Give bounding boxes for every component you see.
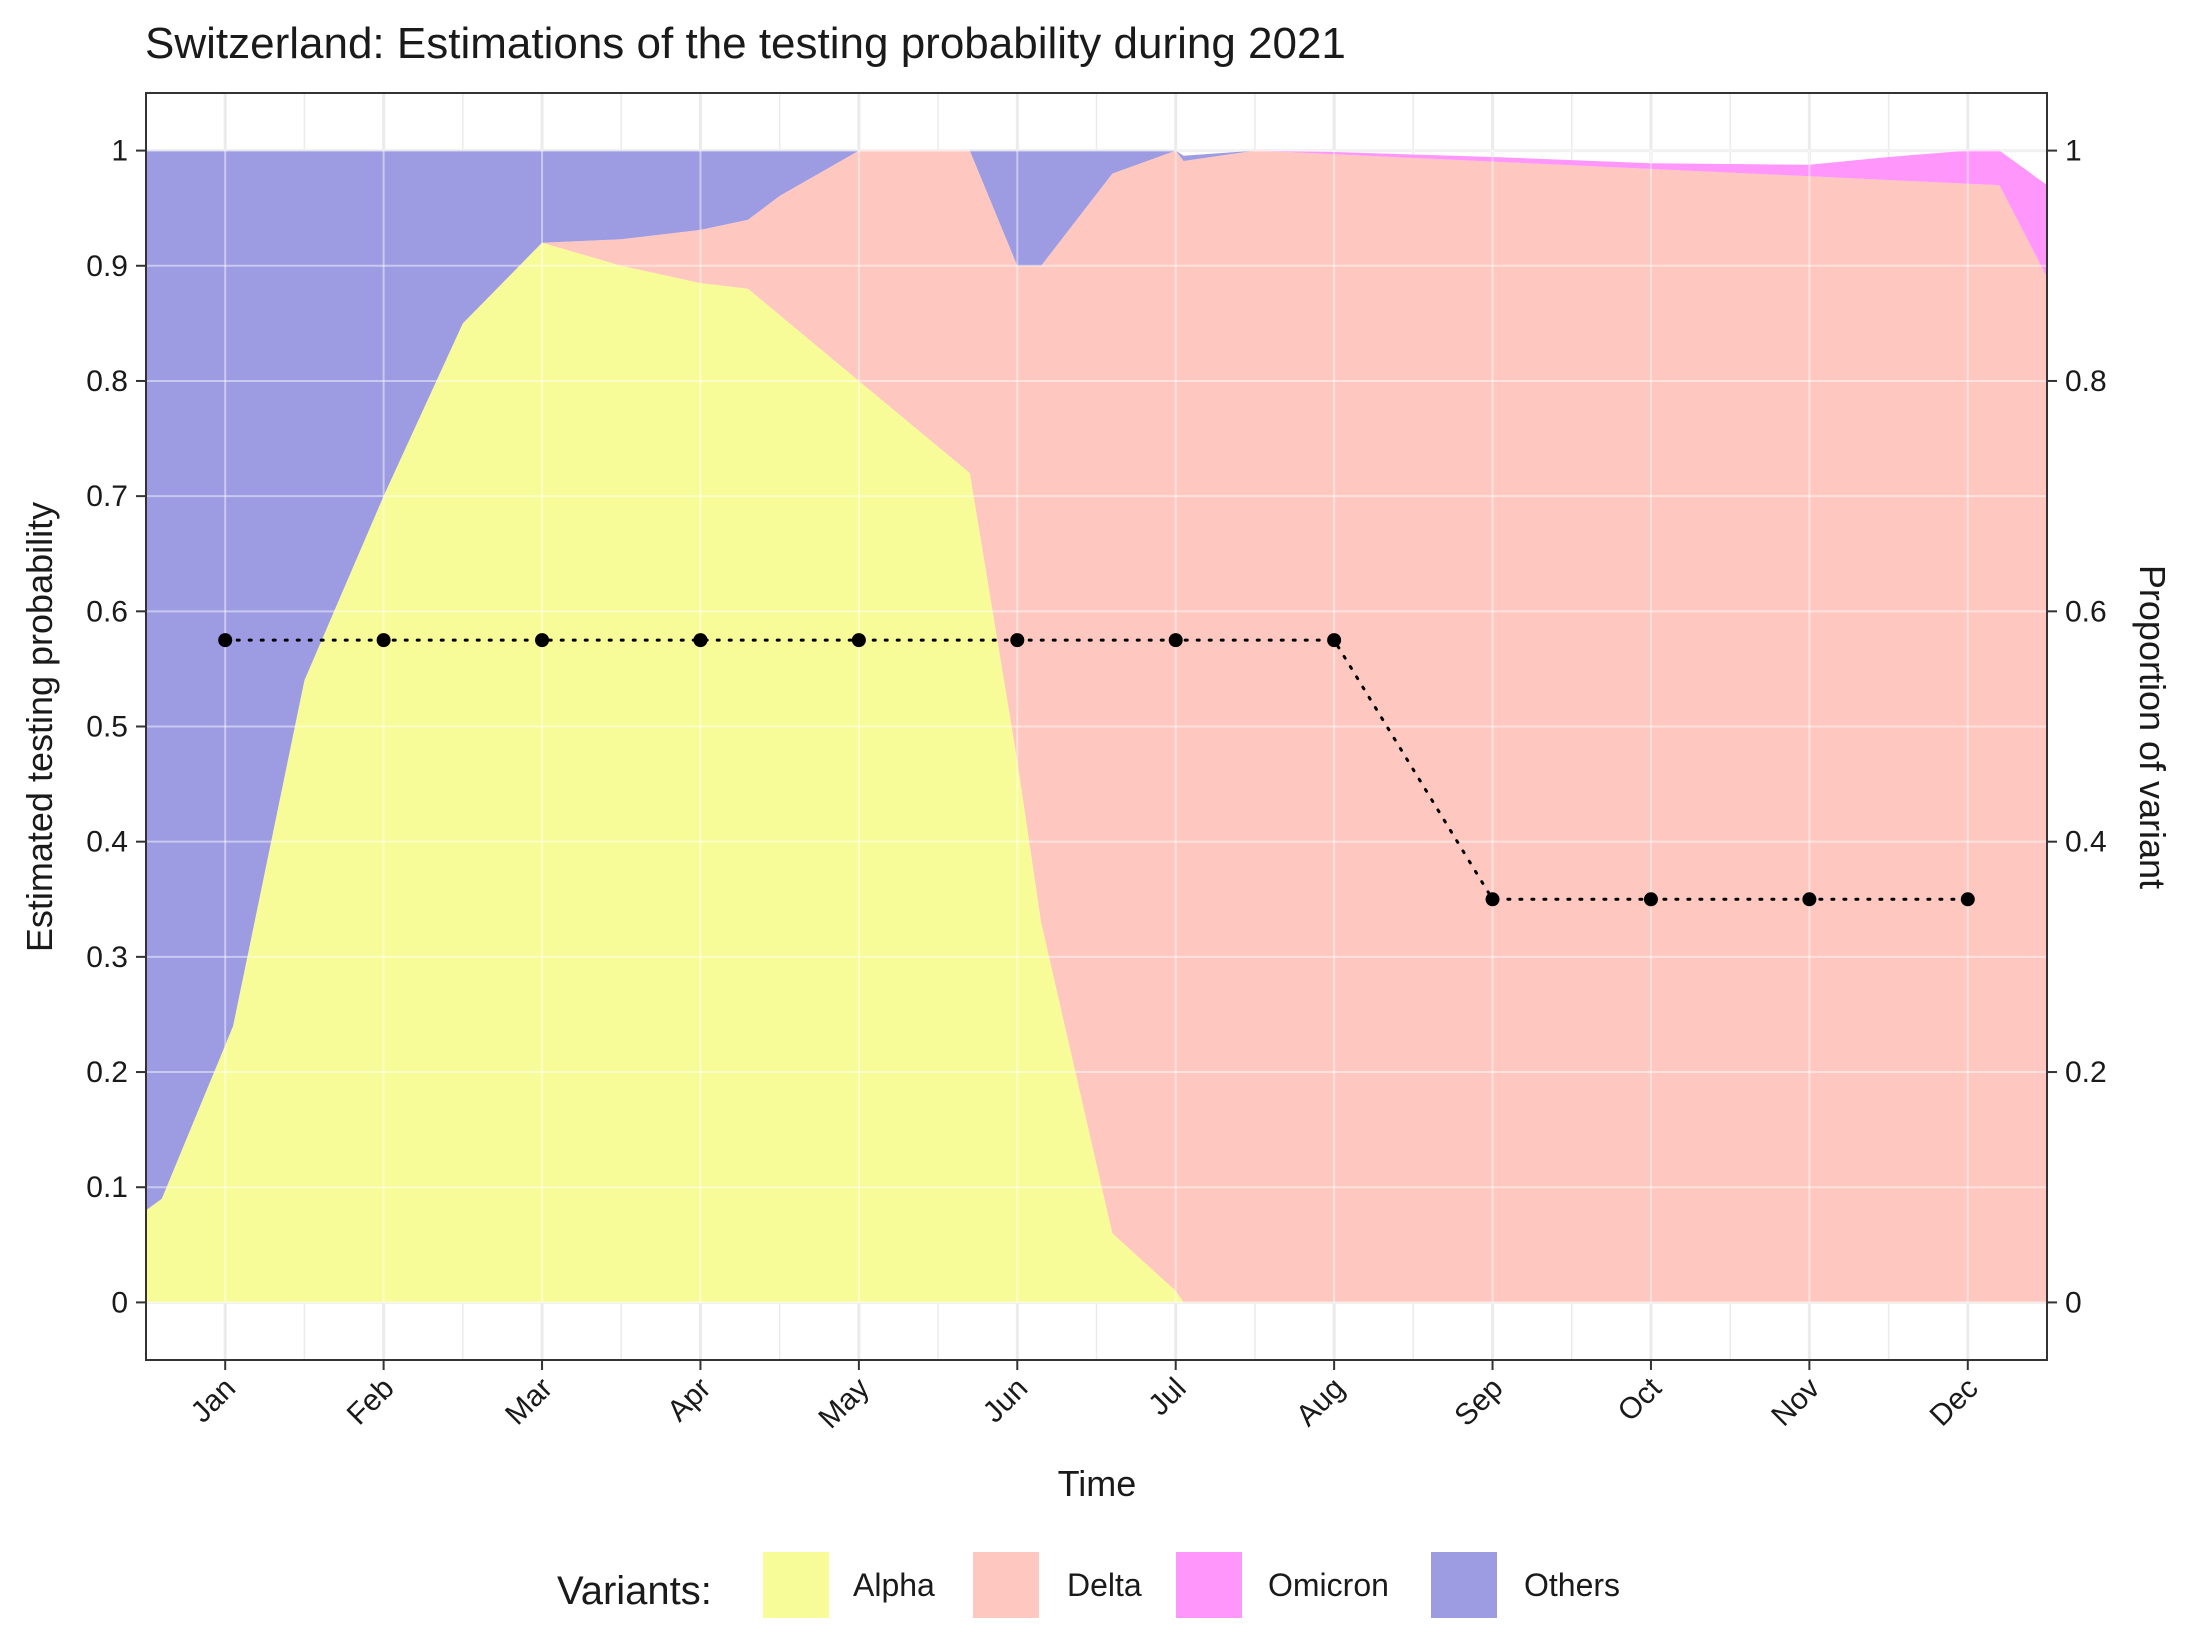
x-axis: Jan Feb Mar Apr May Jun Jul Aug Sep Oct Nov Dec (185, 1360, 1985, 1435)
y-tick-label: 0.2 (86, 1056, 128, 1089)
y2-tick-label: 0.4 (2065, 826, 2107, 859)
x-tick-label: Aug (1290, 1372, 1351, 1433)
y-tick-label: 0 (111, 1286, 128, 1319)
testing-probability-point (1960, 892, 1975, 907)
x-tick-label: Dec (1924, 1372, 1985, 1433)
y-axis-left: 0 0.1 0.2 0.3 0.4 0.5 0.6 0.7 0.8 0.9 1 (86, 135, 146, 1319)
legend-key-alpha (763, 1552, 829, 1618)
x-tick-label: Oct (1612, 1371, 1669, 1428)
legend-label-delta: Delta (1067, 1567, 1142, 1603)
x-tick-label: Apr (661, 1372, 717, 1428)
legend-title: Variants: (557, 1569, 712, 1613)
y-axis-right: 0 0.2 0.4 0.6 0.8 1 (2047, 135, 2107, 1319)
x-tick-label: Jul (1142, 1372, 1192, 1422)
x-tick-label: Sep (1448, 1372, 1509, 1433)
testing-probability-point (851, 633, 866, 648)
area-others (146, 150, 2047, 1211)
testing-probability-point (1643, 892, 1658, 907)
testing-probability-point (535, 633, 550, 648)
x-axis-label: Time (1058, 1463, 1137, 1504)
testing-probability-path (223, 638, 1970, 901)
y2-tick-label: 1 (2065, 135, 2082, 168)
y2-axis-label: Proportion of variant (2132, 565, 2173, 889)
testing-probability-point (1802, 892, 1817, 907)
x-tick-label: Mar (499, 1372, 559, 1432)
testing-probability-line (218, 633, 1975, 907)
legend: Variants: Alpha Delta Omicron Others (557, 1552, 1620, 1618)
y-tick-label: 0.9 (86, 250, 128, 283)
legend-key-omicron (1176, 1552, 1242, 1618)
y2-tick-label: 0.6 (2065, 595, 2107, 628)
y2-tick-label: 0 (2065, 1286, 2082, 1319)
x-tick-label: May (812, 1372, 875, 1435)
y-tick-label: 0.4 (86, 826, 128, 859)
x-tick-label: Jan (185, 1372, 243, 1430)
y2-tick-label: 0.2 (2065, 1056, 2107, 1089)
area-delta (146, 150, 2047, 1303)
chart-title: Switzerland: Estimations of the testing … (145, 19, 1346, 68)
testing-probability-point (218, 633, 233, 648)
y-tick-label: 0.5 (86, 711, 128, 744)
x-tick-label: Feb (341, 1372, 401, 1432)
testing-probability-point (1168, 633, 1183, 648)
testing-probability-point (1327, 633, 1342, 648)
y-tick-label: 0.3 (86, 941, 128, 974)
testing-probability-point (1485, 892, 1500, 907)
y2-tick-label: 0.8 (2065, 365, 2107, 398)
y-axis-label: Estimated testing probability (19, 502, 60, 952)
testing-probability-point (693, 633, 708, 648)
y-tick-label: 0.7 (86, 480, 128, 513)
y-tick-label: 0.1 (86, 1171, 128, 1204)
legend-label-omicron: Omicron (1268, 1567, 1389, 1603)
area-alpha (146, 242, 2047, 1303)
variant-areas (146, 150, 2047, 1303)
x-tick-label: Nov (1765, 1372, 1826, 1433)
y-tick-label: 0.8 (86, 365, 128, 398)
grid-overlay (146, 149, 2047, 1304)
testing-probability-point (376, 633, 391, 648)
legend-key-others (1431, 1552, 1497, 1618)
y-tick-label: 0.6 (86, 595, 128, 628)
legend-label-alpha: Alpha (853, 1567, 935, 1603)
y-tick-label: 1 (111, 135, 128, 168)
x-tick-label: Jun (977, 1372, 1035, 1430)
legend-key-delta (973, 1552, 1039, 1618)
legend-label-others: Others (1524, 1567, 1620, 1603)
testing-probability-point (1010, 633, 1025, 648)
